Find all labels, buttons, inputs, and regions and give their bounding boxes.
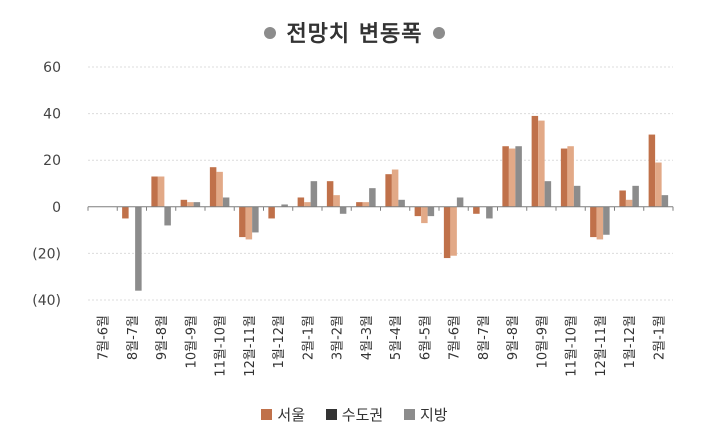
x-tick-label: 6월-5월: [418, 315, 433, 360]
bar-seoul: [326, 181, 334, 207]
bar-seoul: [443, 206, 451, 259]
x-tick-label: 12월-11월: [594, 315, 609, 377]
bar-seoul: [122, 206, 129, 219]
bar-seoul: [209, 167, 217, 207]
bar-local: [281, 204, 288, 207]
x-tick-label: 5월-4월: [389, 315, 404, 360]
bar-local: [486, 206, 493, 219]
x-tick-label: 8월-7월: [477, 315, 492, 360]
chart-legend: 서울 수도권 지방: [0, 404, 709, 425]
legend-swatch-seoul: [261, 408, 273, 420]
bar-local: [398, 199, 405, 207]
bar-seoul: [180, 199, 188, 207]
chart-title-row: 전망치 변동폭: [0, 16, 709, 48]
bar-local: [661, 195, 669, 207]
title-right-dot-icon: [432, 27, 445, 39]
bar-local: [544, 181, 552, 207]
x-tick-label: 3월-2월: [331, 315, 346, 360]
x-tick-label: 12월-11월: [243, 315, 258, 377]
bar-seoul: [560, 148, 568, 207]
bar-metro: [362, 202, 370, 207]
legend-label-metro: 수도권: [341, 406, 384, 424]
bar-local: [603, 206, 610, 235]
bar-metro: [216, 171, 223, 207]
bar-seoul: [385, 174, 392, 207]
bar-seoul: [590, 206, 597, 238]
bar-local: [193, 202, 201, 207]
bar-local: [427, 206, 435, 217]
bar-metro: [421, 206, 428, 224]
x-tick-label: 11월-10월: [214, 315, 229, 377]
x-tick-label: 9월-8월: [506, 315, 521, 360]
bar-seoul: [502, 146, 509, 207]
bar-seoul: [268, 206, 275, 219]
bar-seoul: [473, 206, 480, 214]
x-tick-label: 4월-3월: [360, 315, 375, 360]
legend-item-local: 지방: [403, 404, 448, 425]
x-tick-label: 2월-1월: [301, 315, 316, 360]
legend-swatch-local: [403, 408, 415, 420]
legend-swatch-metro: [325, 408, 337, 420]
bar-local: [222, 197, 230, 207]
x-tick-label: 10월-9월: [184, 315, 199, 368]
legend-item-seoul: 서울: [261, 404, 305, 425]
bar-metro: [450, 206, 457, 256]
bar-seoul: [648, 134, 656, 207]
y-tick-label: (20): [32, 246, 61, 262]
bar-metro: [655, 162, 662, 207]
bar-metro: [187, 202, 194, 207]
bar-metro: [391, 169, 399, 207]
bar-local: [252, 206, 259, 233]
x-tick-label: 8월-7월: [126, 315, 141, 360]
x-tick-label: 7월-6월: [97, 315, 112, 360]
bar-metro: [508, 148, 516, 207]
bar-metro: [596, 206, 604, 240]
legend-label-seoul: 서울: [277, 406, 306, 424]
bar-seoul: [531, 115, 539, 207]
x-tick-label: 11월-10월: [565, 315, 580, 377]
legend-item-metro: 수도권: [325, 404, 384, 425]
bar-local: [339, 206, 347, 214]
legend-label-local: 지방: [419, 406, 448, 424]
x-tick-label: 2월-1월: [652, 315, 667, 360]
bar-metro: [625, 199, 633, 207]
bar-seoul: [356, 202, 363, 207]
bar-local: [573, 185, 581, 207]
bar-local: [369, 188, 376, 207]
y-tick-label: (40): [32, 293, 61, 309]
bar-seoul: [297, 197, 305, 207]
bar-seoul: [619, 190, 626, 207]
bar-metro: [157, 176, 165, 207]
y-tick-label: 60: [43, 60, 61, 76]
bar-local: [310, 181, 318, 207]
title-left-dot-icon: [264, 27, 277, 39]
bar-seoul: [414, 206, 422, 217]
y-tick-label: 20: [43, 153, 61, 169]
y-tick-label: 40: [43, 107, 61, 123]
bar-local: [456, 197, 464, 207]
x-tick-label: 1월-12월: [623, 315, 638, 368]
bar-local: [164, 206, 171, 226]
x-tick-label: 1월-12월: [272, 315, 287, 368]
bar-seoul: [239, 206, 246, 238]
bar-seoul: [151, 176, 158, 207]
x-tick-label: 10월-9월: [535, 315, 550, 368]
bar-metro: [333, 195, 340, 207]
bar-local: [632, 185, 639, 207]
x-tick-label: 7월-6월: [448, 315, 463, 360]
bar-metro: [245, 206, 253, 240]
bar-local: [135, 206, 142, 291]
chart-title: 전망치 변동폭: [286, 22, 423, 47]
x-tick-label: 9월-8월: [155, 315, 170, 360]
y-tick-label: 0: [52, 200, 61, 216]
bar-metro: [538, 120, 545, 207]
bar-local: [515, 146, 522, 207]
bar-metro: [567, 146, 574, 207]
bar-metro: [304, 202, 311, 207]
